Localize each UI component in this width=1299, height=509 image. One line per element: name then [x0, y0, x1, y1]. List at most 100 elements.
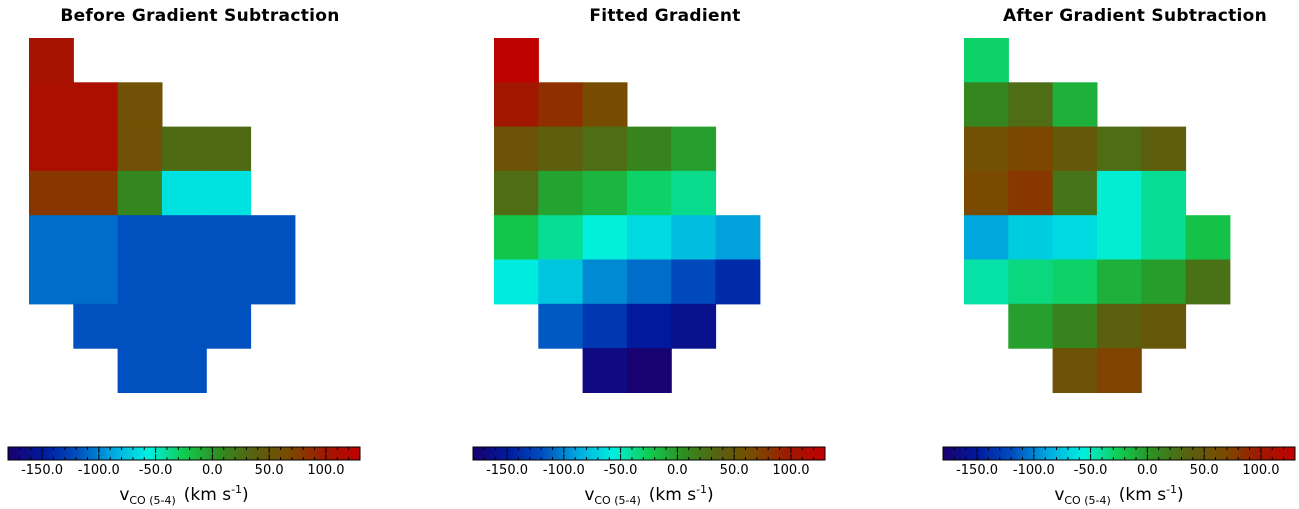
heatmap-cell: [582, 303, 628, 349]
heatmap-cell: [29, 215, 74, 261]
heatmap-cell: [582, 82, 628, 128]
heatmap-after: -150.0 -100.0 -50.0 0.0 50.0 100.0 vCO (5-4) (k…: [942, 38, 1296, 507]
heatmap-cell: [206, 170, 252, 216]
heatmap-cell: [73, 126, 119, 172]
heatmap-cell: [206, 215, 252, 261]
heatmap-cell: [626, 303, 672, 349]
heatmap-cell: [1008, 259, 1054, 305]
heatmap-cell: [1096, 259, 1142, 305]
heatmap-cell: [1141, 259, 1187, 305]
heatmap-cell: [1096, 348, 1142, 393]
heatmap-cell: [626, 126, 672, 172]
colorbar: [7, 446, 361, 461]
heatmap-cell: [494, 170, 539, 216]
heatmap-cell: [538, 82, 584, 128]
heatmap-cell: [1008, 82, 1054, 128]
colorbar-tick-label: -50.0: [604, 463, 638, 478]
heatmap-cell: [494, 38, 539, 83]
colorbar-axis-label: vCO (5-4) (km s-1): [119, 483, 248, 507]
heatmap-cell: [250, 215, 296, 261]
heatmap-cell: [1052, 259, 1098, 305]
heatmap-cell: [582, 259, 628, 305]
colorbar-tick-label: 0.0: [202, 463, 223, 478]
heatmap-cell: [1096, 303, 1142, 349]
panel-before: Before Gradient Subtraction -150.0 -100.0…: [0, 0, 400, 509]
colorbar-tick-label: 0.0: [1137, 463, 1158, 478]
colorbar-tick-label: 100.0: [772, 463, 809, 478]
heatmap-cell: [671, 303, 717, 349]
heatmap-cell: [1096, 215, 1142, 261]
heatmap-cell: [1052, 170, 1098, 216]
heatmap-cell: [1141, 215, 1187, 261]
heatmap-cell: [206, 259, 252, 305]
heatmap-cell: [73, 170, 119, 216]
colorbar-tick-label: 0.0: [667, 463, 688, 478]
heatmap-cell: [964, 126, 1009, 172]
heatmap-cell: [29, 38, 74, 83]
colorbar-tick-label: -100.0: [78, 463, 120, 478]
heatmap-cell: [964, 38, 1009, 83]
panel-title-fitted: Fitted Gradient: [589, 6, 741, 26]
heatmap-cell: [626, 215, 672, 261]
colorbar-tick-label: -150.0: [956, 463, 998, 478]
heatmap-cell: [715, 215, 761, 261]
heatmap-cell: [671, 126, 717, 172]
heatmap-cell: [582, 170, 628, 216]
heatmap-cell: [161, 170, 207, 216]
colorbar-tick-label: 50.0: [720, 463, 749, 478]
heatmap-cell: [494, 82, 539, 128]
heatmap-cell: [626, 259, 672, 305]
heatmap-cell: [626, 170, 672, 216]
heatmap-cell: [73, 82, 119, 128]
heatmap-cell: [1141, 170, 1187, 216]
heatmap-cell: [117, 82, 163, 128]
heatmap-cell: [1096, 170, 1142, 216]
heatmap-cell: [29, 126, 74, 172]
colorbar-tick-label: -150.0: [21, 463, 63, 478]
heatmap-cell: [161, 303, 207, 349]
heatmap-fitted: -150.0 -100.0 -50.0 0.0 50.0 100.0 vCO (5-4) (k…: [472, 38, 826, 507]
heatmap-cell: [671, 170, 717, 216]
heatmap-cell: [538, 215, 584, 261]
heatmap-cell: [538, 259, 584, 305]
heatmap-cell: [117, 348, 163, 393]
heatmap-cell: [29, 170, 74, 216]
heatmap-cell: [1185, 259, 1231, 305]
heatmap-cell: [494, 126, 539, 172]
colorbar-tick-label: -150.0: [486, 463, 528, 478]
heatmap-cell: [117, 170, 163, 216]
heatmap-cell: [1052, 303, 1098, 349]
heatmap-cell: [29, 82, 74, 128]
heatmap-cell: [538, 126, 584, 172]
heatmap-cell: [964, 215, 1009, 261]
heatmap-cell: [1052, 82, 1098, 128]
heatmap-cell: [582, 215, 628, 261]
panel-title-before: Before Gradient Subtraction: [60, 6, 340, 26]
colorbar-tick-label: -50.0: [1074, 463, 1108, 478]
heatmap-cell: [29, 259, 74, 305]
heatmap-cell: [73, 303, 119, 349]
panel-title-after: After Gradient Subtraction: [1002, 6, 1268, 26]
colorbar-axis-label: vCO (5-4) (km s-1): [584, 483, 713, 507]
heatmap-cell: [582, 348, 628, 393]
heatmap-cell: [117, 303, 163, 349]
heatmap-cell: [671, 259, 717, 305]
heatmap-cell: [1008, 126, 1054, 172]
colorbar-tick-label: -50.0: [139, 463, 173, 478]
colorbar-tick-label: 50.0: [255, 463, 284, 478]
colorbar: [472, 446, 826, 461]
heatmap-cell: [1052, 126, 1098, 172]
heatmap-cell: [494, 259, 539, 305]
heatmap-cell: [964, 82, 1009, 128]
heatmap-cell: [1141, 126, 1187, 172]
heatmap-cell: [1008, 170, 1054, 216]
heatmap-cell: [1185, 215, 1231, 261]
heatmap-cell: [1008, 215, 1054, 261]
heatmap-cell: [1008, 303, 1054, 349]
heatmap-before: -150.0 -100.0 -50.0 0.0 50.0 100.0 vCO (5-4) (k…: [7, 38, 361, 507]
heatmap-cell: [538, 170, 584, 216]
heatmap-cell: [250, 259, 296, 305]
heatmap-cell: [494, 215, 539, 261]
heatmap-cell: [1141, 303, 1187, 349]
heatmap-cell: [671, 215, 717, 261]
